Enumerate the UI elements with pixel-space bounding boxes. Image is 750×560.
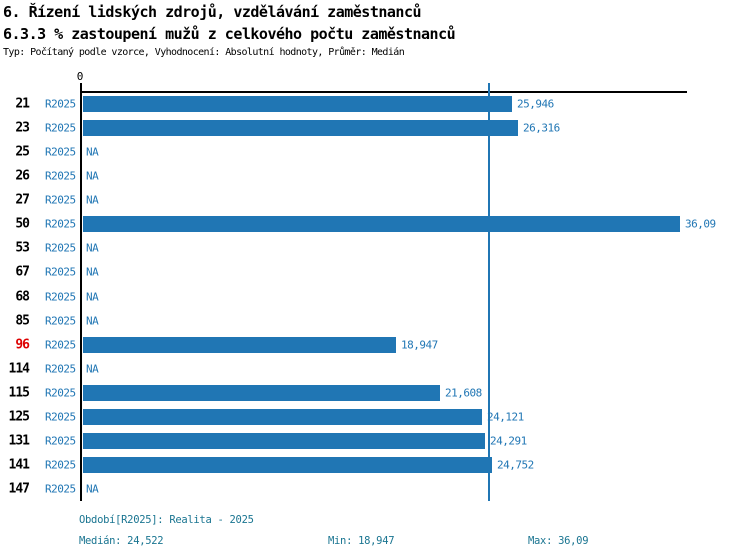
na-label: NA [86,265,99,279]
na-label: NA [86,362,99,376]
chart-row: 85 R2025 NA [0,309,750,333]
row-id-label: 114 [8,361,30,377]
row-period-label: R2025 [45,386,76,400]
bar [83,216,680,233]
row-period-label: R2025 [45,97,76,111]
bar [83,432,485,449]
bar [83,120,518,137]
footer-min-label: Min: 18,947 [328,535,395,547]
bar-value-label: 18,947 [401,338,438,352]
na-label: NA [86,193,99,207]
chart-row: 96 R2025 18,947 [0,333,750,357]
row-period-label: R2025 [45,241,76,255]
row-id-label: 68 [15,289,30,305]
row-id-label: 26 [15,168,30,184]
report-title-line1: 6. Řízení lidských zdrojů, vzdělávání za… [3,3,422,21]
row-period-label: R2025 [45,362,76,376]
bar-value-label: 25,946 [517,97,554,111]
row-id-label: 147 [8,481,30,497]
chart-row: 141 R2025 24,752 [0,453,750,477]
row-period-label: R2025 [45,121,76,135]
row-id-label: 23 [15,120,30,136]
row-id-label: 85 [15,313,30,329]
x-axis-line [80,91,687,93]
bar-chart: 0 21 R2025 25,946 23 R2025 26,316 25 R2025 NA 26 R… [0,70,750,501]
footer-period-label: Období[R2025]: Realita - 2025 [79,514,254,526]
bar-value-label: 24,752 [497,458,534,472]
row-id-label: 21 [15,96,30,112]
row-id-label: 53 [15,240,30,256]
bar [83,408,482,425]
row-period-label: R2025 [45,482,76,496]
chart-row: 21 R2025 25,946 [0,92,750,116]
chart-row: 125 R2025 24,121 [0,405,750,429]
bar [83,96,512,113]
row-id-label: 25 [15,144,30,160]
row-period-label: R2025 [45,434,76,448]
row-id-label: 27 [15,192,30,208]
row-id-label: 50 [15,216,30,232]
row-id-label: 115 [8,385,30,401]
bar-value-label: 24,291 [490,434,527,448]
bar-value-label: 24,121 [487,410,524,424]
footer-median-label: Medián: 24,522 [79,535,164,547]
bar [83,384,440,401]
chart-row: 26 R2025 NA [0,164,750,188]
chart-row: 67 R2025 NA [0,260,750,284]
x-axis-zero-tick-label: 0 [76,70,84,83]
chart-row: 53 R2025 NA [0,236,750,260]
row-id-label: 141 [8,457,30,473]
row-period-label: R2025 [45,458,76,472]
report-subtitle: Typ: Počítaný podle vzorce, Vyhodnocení:… [3,47,405,58]
median-reference-line [488,83,490,501]
chart-row: 50 R2025 36,09 [0,212,750,236]
report-title-line2: 6.3.3 % zastoupení mužů z celkového počt… [3,25,456,43]
chart-row: 25 R2025 NA [0,140,750,164]
chart-row: 68 R2025 NA [0,285,750,309]
na-label: NA [86,482,99,496]
row-period-label: R2025 [45,217,76,231]
na-label: NA [86,145,99,159]
na-label: NA [86,169,99,183]
na-label: NA [86,290,99,304]
row-period-label: R2025 [45,290,76,304]
row-period-label: R2025 [45,265,76,279]
chart-row: 147 R2025 NA [0,477,750,501]
chart-row: 23 R2025 26,316 [0,116,750,140]
row-period-label: R2025 [45,410,76,424]
row-id-label-highlighted: 96 [15,337,30,353]
na-label: NA [86,241,99,255]
chart-rows: 21 R2025 25,946 23 R2025 26,316 25 R2025 NA 26 R20… [0,92,750,501]
row-period-label: R2025 [45,193,76,207]
row-period-label: R2025 [45,338,76,352]
chart-row: 27 R2025 NA [0,188,750,212]
bar-value-label: 36,09 [685,217,716,231]
chart-row: 131 R2025 24,291 [0,429,750,453]
row-id-label: 67 [15,264,30,280]
row-period-label: R2025 [45,314,76,328]
na-label: NA [86,314,99,328]
chart-row: 115 R2025 21,608 [0,381,750,405]
bar [83,336,396,353]
row-period-label: R2025 [45,169,76,183]
y-axis-line [80,83,82,501]
bar-value-label: 21,608 [445,386,482,400]
row-period-label: R2025 [45,145,76,159]
bar [83,456,492,473]
bar-value-label: 26,316 [523,121,560,135]
row-id-label: 131 [8,433,30,449]
row-id-label: 125 [8,409,30,425]
footer-max-label: Max: 36,09 [528,535,589,547]
chart-row: 114 R2025 NA [0,357,750,381]
